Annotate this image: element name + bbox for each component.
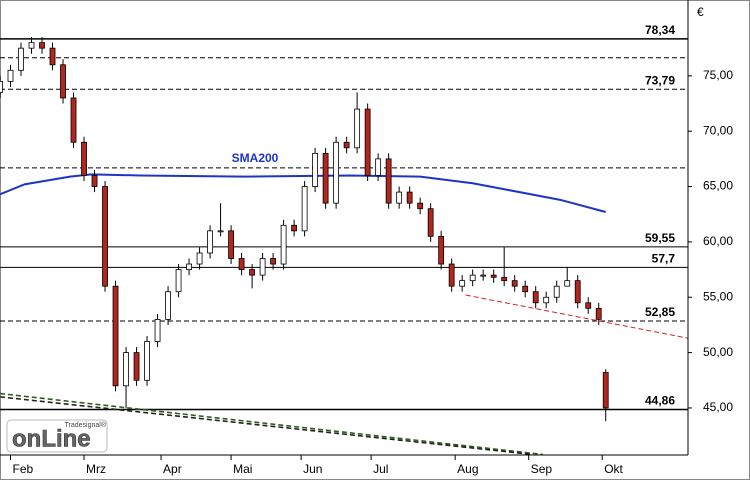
candle-body — [448, 263, 455, 287]
candle-body — [585, 302, 592, 309]
y-tick-label: 45,00 — [703, 400, 733, 414]
level-label: 44,86 — [645, 394, 675, 408]
candle-body — [91, 175, 98, 187]
y-tick-label: 65,00 — [703, 179, 733, 193]
candle-body — [438, 235, 445, 265]
candle-body — [427, 208, 434, 237]
candle-body — [7, 69, 14, 82]
candle-body — [186, 263, 192, 270]
candle-body — [207, 230, 213, 254]
candle-body — [490, 274, 497, 278]
candle-body — [501, 276, 508, 282]
y-tick-label: 50,00 — [703, 345, 733, 359]
candle-body — [469, 274, 476, 282]
candle-body — [602, 372, 609, 409]
x-tick-label: Sep — [531, 462, 553, 476]
candle-body — [270, 258, 276, 265]
candle-body — [553, 285, 560, 298]
x-tick-label: Aug — [457, 462, 478, 476]
logo: Tradesignal® onLine — [6, 419, 108, 453]
candle-body — [396, 191, 403, 204]
trend-line — [465, 294, 688, 339]
candle-body — [39, 42, 45, 49]
candle-body — [354, 108, 361, 149]
candle-body — [18, 47, 24, 71]
candle-body — [291, 224, 298, 232]
trend-line — [0, 392, 543, 455]
x-tick-label: Mai — [233, 462, 252, 476]
x-tick-label: Okt — [604, 462, 623, 476]
candle-body — [112, 285, 119, 387]
candle-body — [133, 352, 140, 381]
sma-line — [0, 173, 606, 213]
candle-body — [49, 47, 56, 66]
candle-body — [417, 202, 424, 210]
candle-body — [522, 285, 529, 293]
candle-body — [574, 280, 581, 304]
candle-body — [364, 108, 371, 176]
candle-body — [196, 252, 203, 265]
candle-body — [312, 152, 319, 187]
candle-body — [343, 141, 350, 149]
level-label: 59,55 — [645, 231, 675, 245]
candle-body — [259, 258, 266, 276]
y-tick-label: 70,00 — [703, 123, 733, 137]
plot-area — [0, 37, 688, 455]
candle-body — [217, 230, 224, 233]
candle-body — [123, 352, 129, 387]
candle-body — [228, 230, 234, 259]
candle-body — [0, 80, 3, 93]
candle-body — [532, 291, 539, 304]
candle-body — [375, 158, 382, 176]
logo-box — [6, 419, 108, 453]
candle-body — [102, 186, 108, 287]
candle-body — [165, 291, 171, 320]
candle-body — [144, 341, 150, 381]
y-tick-label: 55,00 — [703, 289, 733, 303]
x-tick-label: Feb — [13, 462, 34, 476]
level-label: 78,34 — [645, 23, 675, 37]
candle-body — [543, 296, 550, 304]
candle-body — [480, 274, 487, 277]
candle-body — [595, 307, 602, 320]
trend-line — [0, 396, 533, 455]
candle-body — [81, 141, 87, 176]
logo-brand: Tradesignal® — [65, 421, 107, 429]
y-tick-label: 75,00 — [703, 68, 733, 82]
candle-body — [333, 141, 340, 204]
level-label: 52,85 — [645, 305, 675, 319]
candle-body — [249, 269, 255, 276]
candle-body — [154, 318, 161, 342]
sma-label: SMA200 — [232, 151, 279, 165]
candle-body — [60, 64, 66, 99]
candle-body — [406, 191, 413, 204]
candle-body — [28, 42, 35, 49]
level-label: 73,79 — [645, 73, 675, 87]
candle-body — [385, 158, 392, 204]
candle-body — [70, 97, 77, 143]
level-label: 57,7 — [652, 252, 676, 266]
x-tick-label: Jun — [303, 462, 322, 476]
candle-body — [511, 280, 518, 287]
candle-body — [301, 186, 308, 232]
candle-body — [564, 280, 571, 287]
candle-body — [322, 152, 329, 204]
unit-label: € — [697, 5, 704, 19]
candle-body — [238, 258, 245, 270]
candle-body — [280, 224, 287, 265]
y-tick-label: 60,00 — [703, 234, 733, 248]
logo-name: onLine — [12, 425, 91, 452]
x-tick-label: Mrz — [86, 462, 106, 476]
x-tick-label: Jul — [373, 462, 388, 476]
candle-body — [459, 280, 466, 287]
candle-body — [175, 269, 182, 293]
x-tick-label: Apr — [163, 462, 182, 476]
